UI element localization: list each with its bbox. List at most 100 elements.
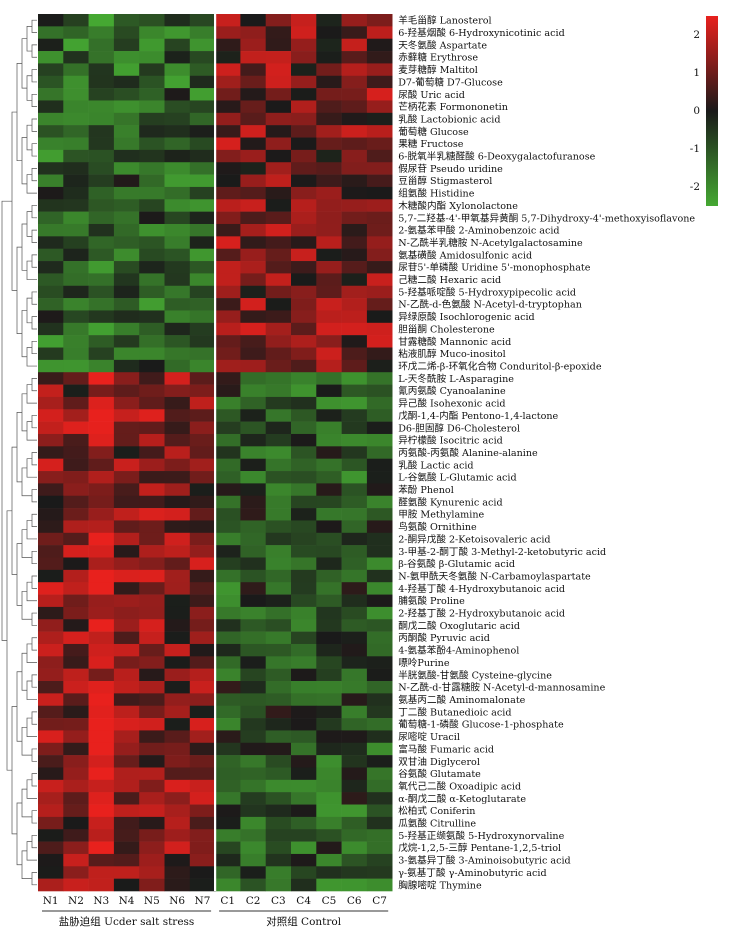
heatmap-cell (215, 718, 241, 731)
heatmap-cell (291, 520, 317, 534)
heatmap-cell (113, 298, 140, 311)
heatmap-cell (265, 285, 292, 299)
heatmap-cell (88, 51, 115, 64)
column-label: N3 (93, 895, 109, 907)
dendrogram-branch (31, 254, 37, 268)
heatmap-cell (139, 730, 165, 744)
heatmap-cell (88, 409, 115, 422)
heatmap-cell (139, 718, 165, 731)
heatmap-cell (366, 582, 393, 595)
heatmap-cell (164, 112, 191, 126)
heatmap-cell (113, 705, 140, 719)
dendrogram-branch (31, 340, 37, 355)
heatmap-cell (63, 223, 89, 237)
heatmap-cell (88, 705, 115, 719)
heatmap-cell (341, 199, 368, 212)
heatmap-cell (265, 829, 292, 842)
heatmap-cell (240, 767, 266, 781)
heatmap-cell (113, 199, 140, 212)
heatmap-cell (139, 483, 165, 497)
heatmap-cell (341, 26, 368, 39)
heatmap-cell (240, 792, 266, 805)
column-label: N2 (68, 895, 84, 907)
heatmap-cell (139, 520, 165, 534)
heatmap-cell (215, 606, 241, 620)
dendrogram-branch (1, 200, 12, 641)
heatmap-cell (240, 816, 266, 830)
heatmap-cell (139, 878, 165, 892)
heatmap-cell (215, 149, 241, 163)
heatmap-cell (240, 742, 266, 756)
heatmap-cell (240, 853, 266, 867)
heatmap-cell (240, 829, 266, 842)
row-label: 果糖 Fructose (398, 138, 464, 150)
heatmap-cell (189, 804, 216, 818)
heatmap-cell (240, 409, 266, 422)
heatmap-cell (291, 718, 317, 731)
heatmap-cell (366, 471, 393, 484)
heatmap-cell (265, 446, 292, 459)
heatmap-cell (38, 14, 64, 27)
heatmap-cell (366, 755, 393, 768)
heatmap-cell (38, 569, 64, 583)
heatmap-cell (164, 174, 191, 188)
dendrogram-branch (31, 513, 37, 527)
heatmap-cell (164, 545, 191, 558)
heatmap-cell (316, 779, 342, 793)
heatmap-cell (113, 779, 140, 793)
heatmap-cell (63, 804, 89, 818)
heatmap-cell (341, 421, 368, 435)
heatmap-cell (240, 421, 266, 435)
heatmap-cell (215, 347, 241, 361)
heatmap-cell (316, 545, 342, 558)
heatmap-cell (265, 347, 292, 361)
heatmap-cell (341, 841, 368, 855)
row-label: 氧代己二酸 Oxoadipic acid (398, 780, 521, 792)
dendrogram-branch (16, 246, 22, 334)
heatmap-cell (291, 322, 317, 336)
heatmap-cell (240, 51, 266, 64)
heatmap-cell (341, 816, 368, 830)
heatmap-cell (189, 261, 216, 274)
heatmap-cell (63, 866, 89, 879)
heatmap-cell (215, 557, 241, 571)
heatmap-cell (139, 396, 165, 410)
dendrogram-branch (21, 529, 32, 558)
heatmap-cell (366, 545, 393, 558)
heatmap-cell (189, 372, 216, 385)
row-label: 4-羟基丁酸 4-Hydroxybutanoic acid (398, 583, 565, 595)
heatmap-cell (88, 755, 115, 768)
heatmap-cell (265, 532, 292, 546)
heatmap-cell (63, 606, 89, 620)
heatmap-cell (215, 483, 241, 497)
heatmap-cell (316, 792, 342, 805)
heatmap-cell (316, 755, 342, 768)
heatmap-cell (88, 310, 115, 324)
heatmap-cell (316, 409, 342, 422)
heatmap-cell (215, 495, 241, 509)
dendrogram-branch (31, 773, 37, 787)
heatmap-cell (215, 186, 241, 200)
dendrogram-branch (16, 671, 22, 742)
heatmap-cell (215, 643, 241, 657)
heatmap-cell (265, 384, 292, 398)
heatmap-cell (164, 433, 191, 447)
heatmap-cell (341, 174, 368, 188)
column-label: N4 (119, 895, 135, 907)
heatmap-cell (341, 211, 368, 225)
row-label: 环戊二烯-β-环氧化合物 Conduritol-β-epoxide (398, 360, 602, 372)
heatmap-cell (113, 853, 140, 867)
heatmap-cell (366, 532, 393, 546)
heatmap-cell (139, 298, 165, 311)
heatmap-cell (88, 742, 115, 756)
heatmap-cell (63, 483, 89, 497)
heatmap-cell (113, 471, 140, 484)
heatmap-cell (265, 742, 292, 756)
heatmap-cell (341, 730, 368, 744)
heatmap-cell (113, 174, 140, 188)
heatmap-cell (265, 14, 292, 27)
heatmap-cell (240, 310, 266, 324)
heatmap-cell (341, 804, 368, 818)
row-label: 6-羟基烟酸 6-Hydroxynicotinic acid (398, 27, 565, 39)
heatmap-cell (113, 718, 140, 731)
